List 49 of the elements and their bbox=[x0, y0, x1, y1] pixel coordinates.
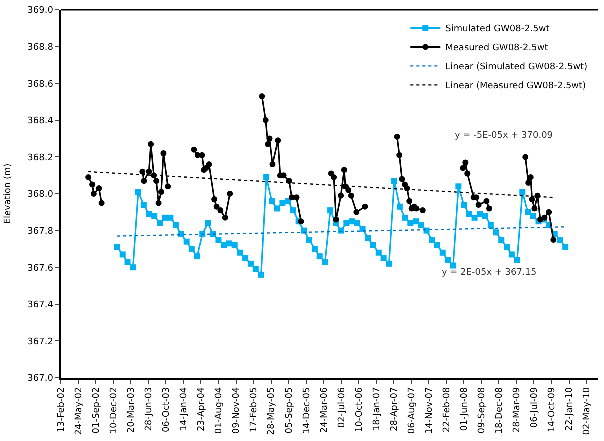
y-tick-label: 368.8 bbox=[28, 42, 54, 53]
x-tick-label: 22-Feb-08 bbox=[442, 387, 452, 433]
x-tick-label: 01-Jun-08 bbox=[460, 387, 470, 432]
x-tick-label: 02-Jul-06 bbox=[337, 387, 348, 428]
y-tick-label: 367.4 bbox=[28, 300, 54, 311]
x-tick-label: 18-Dec-08 bbox=[495, 387, 506, 434]
x-tick-label: 09-Nov-04 bbox=[232, 387, 242, 434]
annotation: y = -5E-05x + 370.09 bbox=[455, 131, 554, 141]
x-tick-label: 01-Sep-02 bbox=[92, 387, 102, 434]
x-tick-label: 06-Aug-07 bbox=[407, 387, 418, 434]
y-axis-title: Elevation (m) bbox=[4, 164, 14, 224]
y-tick-label: 367.6 bbox=[28, 264, 54, 274]
x-tick-label: 28-Apr-07 bbox=[390, 387, 400, 432]
x-tick-label: 14-Oct-09 bbox=[548, 387, 558, 433]
x-tick-label: 06-Jul-09 bbox=[530, 387, 540, 428]
x-tick-label: 14-Dec-05 bbox=[302, 387, 312, 434]
y-tick-label: 368.0 bbox=[28, 190, 54, 200]
x-tick-label: 13-Feb-02 bbox=[56, 387, 67, 433]
x-tick-label: 17-Feb-05 bbox=[250, 387, 260, 433]
x-tick-label: 23-Apr-04 bbox=[197, 387, 208, 432]
x-tick-label: 10-Oct-06 bbox=[354, 387, 365, 433]
y-tick-label: 369.0 bbox=[28, 6, 54, 16]
x-tick-label: 22-Jan-10 bbox=[565, 387, 576, 432]
y-tick-label: 367.2 bbox=[28, 337, 54, 348]
legend-label: Linear (Measured GW08-2.5wt) bbox=[446, 82, 586, 92]
y-tick-label: 367.0 bbox=[28, 374, 54, 384]
x-tick-label: 02-May-10 bbox=[582, 387, 593, 436]
x-tick-label: 14-Jan-04 bbox=[180, 387, 190, 432]
x-tick-label: 06-Oct-03 bbox=[162, 387, 172, 433]
x-tick-label: 01-Aug-04 bbox=[214, 387, 225, 434]
annotation: y = 2E-05x + 367.15 bbox=[442, 268, 537, 278]
legend-label: Linear (Simulated GW08-2.5wt) bbox=[446, 62, 588, 73]
y-tick-label: 368.6 bbox=[28, 80, 54, 90]
y-tick-label: 368.2 bbox=[28, 153, 54, 164]
x-tick-label: 24-Mar-06 bbox=[320, 387, 330, 434]
x-tick-label: 20-Mar-03 bbox=[127, 387, 138, 434]
x-tick-label: 28-Jun-03 bbox=[144, 387, 155, 432]
x-tick-label: 14-Nov-07 bbox=[424, 387, 435, 434]
x-tick-label: 24-May-02 bbox=[74, 387, 84, 436]
x-tick-label: 28-May-05 bbox=[267, 387, 278, 436]
y-tick-label: 367.8 bbox=[28, 226, 54, 237]
legend-label: Measured GW08-2.5wt bbox=[446, 44, 549, 54]
x-tick-label: 05-Sep-05 bbox=[284, 387, 295, 434]
x-tick-label: 09-Sep-08 bbox=[478, 387, 488, 434]
x-tick-label: 10-Dec-02 bbox=[110, 387, 120, 434]
x-tick-label: 18-Jan-07 bbox=[372, 387, 382, 432]
legend-label: Simulated GW08-2.5wt bbox=[446, 24, 550, 35]
x-tick-label: 28-Mar-09 bbox=[512, 387, 523, 434]
y-tick-label: 368.4 bbox=[28, 116, 54, 127]
